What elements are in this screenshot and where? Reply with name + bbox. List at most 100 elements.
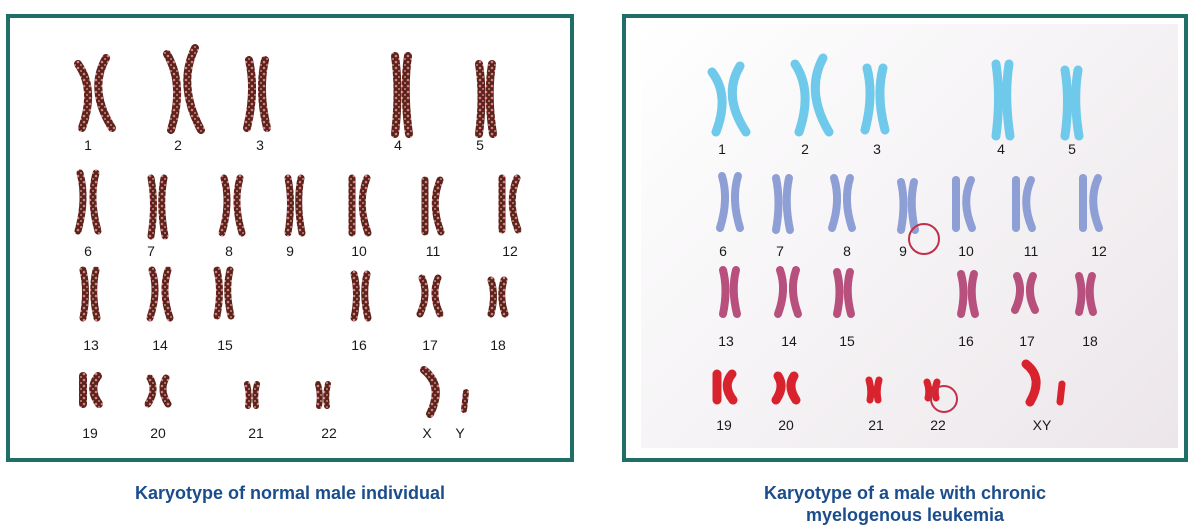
cml-chromosome-4 xyxy=(991,59,1015,141)
cml-chromosome-8 xyxy=(828,174,856,232)
cml-label-9: 9 xyxy=(899,243,907,259)
cml-label-10: 10 xyxy=(958,243,974,259)
cml-chromosome-11 xyxy=(1012,176,1036,232)
label-1: 1 xyxy=(84,137,92,153)
cml-chromosome-20 xyxy=(771,371,801,405)
chromosome-20 xyxy=(144,374,172,408)
cml-label-14: 14 xyxy=(781,333,797,349)
label-5: 5 xyxy=(476,137,484,153)
chromosome-7 xyxy=(147,174,169,240)
label-2: 2 xyxy=(174,137,182,153)
cml-label-12: 12 xyxy=(1091,243,1107,259)
chromosome-11 xyxy=(421,176,445,236)
label-Y: Y xyxy=(455,425,465,441)
label-16: 16 xyxy=(351,337,367,353)
cml-label-20: 20 xyxy=(778,417,794,433)
chromosome-6 xyxy=(74,169,102,235)
chromosome-21 xyxy=(244,381,260,409)
cml-label-XY: XY xyxy=(1033,417,1052,433)
label-X: X xyxy=(422,425,432,441)
label-7: 7 xyxy=(147,243,155,259)
translocation-circle-22 xyxy=(930,385,958,413)
cml-label-18: 18 xyxy=(1082,333,1098,349)
label-6: 6 xyxy=(84,243,92,259)
caption-line-1: Karyotype of a male with chronic xyxy=(763,483,1047,503)
caption-line-2: myelogenous leukemia xyxy=(805,505,1005,525)
label-13: 13 xyxy=(83,337,99,353)
cml-label-22: 22 xyxy=(930,417,946,433)
cml-chromosome-14 xyxy=(774,266,802,318)
cml-label-4: 4 xyxy=(997,141,1005,157)
cml-chromosome-16 xyxy=(957,270,979,318)
chromosome-5 xyxy=(475,60,497,138)
normal-karyotype-panel: 1 2 3 4 5 6 7 8 9 10 11 12 13 14 15 16 17 18 19 20 21 22 X Y xyxy=(6,14,574,462)
chromosome-18 xyxy=(487,276,509,318)
label-21: 21 xyxy=(248,425,264,441)
cml-chromosome-19 xyxy=(712,369,738,405)
label-11: 11 xyxy=(426,243,441,259)
cml-chromosome-17 xyxy=(1011,272,1039,314)
cml-label-6: 6 xyxy=(719,243,727,259)
cml-chromosome-15 xyxy=(833,268,855,318)
cml-karyotype-caption: Karyotype of a male with chronic myeloge… xyxy=(622,482,1188,526)
chromosome-13 xyxy=(79,266,101,322)
chromosome-X xyxy=(420,366,440,418)
label-4: 4 xyxy=(394,137,402,153)
label-19: 19 xyxy=(82,425,98,441)
cml-label-1: 1 xyxy=(718,141,726,157)
normal-karyotype-caption: Karyotype of normal male individual xyxy=(6,482,574,504)
chromosome-2 xyxy=(163,44,205,134)
cml-chromosome-18 xyxy=(1075,272,1097,316)
caption-text: Karyotype of normal male individual xyxy=(134,483,446,503)
cml-chromosome-7 xyxy=(772,174,794,234)
label-15: 15 xyxy=(217,337,233,353)
cml-label-19: 19 xyxy=(716,417,732,433)
chromosome-9 xyxy=(284,174,306,237)
chromosome-15 xyxy=(213,266,235,320)
cml-label-2: 2 xyxy=(801,141,809,157)
cml-label-13: 13 xyxy=(718,333,734,349)
label-3: 3 xyxy=(256,137,264,153)
chromosome-22 xyxy=(315,381,331,409)
label-20: 20 xyxy=(150,425,166,441)
chromosome-Y xyxy=(461,389,469,413)
chromosome-3 xyxy=(243,56,271,132)
cml-chromosome-XY xyxy=(1021,359,1066,407)
chromosome-4 xyxy=(391,52,413,138)
chromosome-1 xyxy=(74,54,116,132)
label-9: 9 xyxy=(286,243,294,259)
cml-label-21: 21 xyxy=(868,417,884,433)
cml-chromosome-6 xyxy=(716,172,744,232)
cml-chromosome-1 xyxy=(707,61,751,137)
label-18: 18 xyxy=(490,337,506,353)
cml-karyotype-panel: 1 2 3 4 5 6 7 8 9 10 11 12 13 14 15 16 17 18 19 20 21 22 XY xyxy=(622,14,1188,462)
label-17: 17 xyxy=(422,337,438,353)
chromosome-17 xyxy=(416,274,444,318)
label-8: 8 xyxy=(225,243,233,259)
cml-chromosome-9 xyxy=(897,178,919,234)
cml-label-17: 17 xyxy=(1019,333,1035,349)
cml-label-8: 8 xyxy=(843,243,851,259)
cml-label-11: 11 xyxy=(1024,243,1039,259)
chromosome-14 xyxy=(146,266,174,322)
chromosome-8 xyxy=(218,174,246,237)
label-14: 14 xyxy=(152,337,168,353)
cml-chromosome-3 xyxy=(860,63,890,135)
cml-chromosome-13 xyxy=(719,266,741,318)
cml-label-5: 5 xyxy=(1068,141,1076,157)
cml-chromosome-21 xyxy=(865,376,883,404)
chromosome-12 xyxy=(498,174,522,234)
cml-chromosome-2 xyxy=(790,53,834,137)
cml-label-7: 7 xyxy=(776,243,784,259)
cml-label-15: 15 xyxy=(839,333,855,349)
chromosome-10 xyxy=(348,174,372,237)
cml-chromosome-5 xyxy=(1060,65,1084,141)
chromosome-19 xyxy=(79,372,103,408)
cml-chromosome-12 xyxy=(1079,174,1103,232)
translocation-circle-9 xyxy=(908,223,940,255)
label-22: 22 xyxy=(321,425,337,441)
cml-label-16: 16 xyxy=(958,333,974,349)
cml-label-3: 3 xyxy=(873,141,881,157)
cml-chromosome-10 xyxy=(952,176,976,232)
